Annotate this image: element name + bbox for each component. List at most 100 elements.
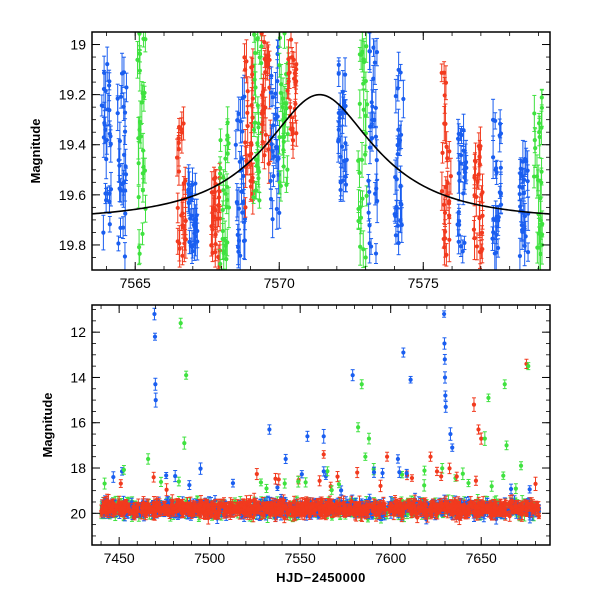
data-point	[132, 508, 137, 520]
outlier-point	[482, 431, 487, 446]
data-point	[156, 500, 162, 516]
data-point	[135, 504, 140, 518]
data-point	[503, 508, 508, 521]
bottom-x-tick-label: 7550	[285, 550, 316, 566]
data-point	[359, 141, 365, 178]
data-point	[104, 139, 109, 180]
data-point	[234, 183, 239, 222]
data-point	[373, 508, 379, 522]
data-point	[355, 467, 360, 479]
data-point	[119, 52, 125, 95]
data-point	[292, 63, 297, 83]
outlier-point	[182, 436, 187, 450]
data-point	[262, 50, 267, 68]
outlier-point	[305, 430, 310, 442]
data-point	[479, 185, 484, 204]
data-point	[281, 112, 287, 137]
data-point	[394, 498, 399, 505]
bottom-y-tick-label: 20	[70, 505, 86, 521]
outlier-point	[502, 379, 507, 390]
data-point	[404, 468, 409, 478]
data-point	[477, 148, 482, 181]
data-point	[256, 107, 261, 148]
outlier-point	[395, 454, 401, 464]
data-point	[185, 501, 190, 511]
outlier-point	[267, 424, 272, 435]
data-point	[373, 88, 378, 127]
outlier-point	[441, 310, 447, 318]
data-point	[296, 475, 301, 488]
data-point	[102, 110, 107, 140]
data-point	[401, 79, 406, 119]
data-point	[472, 184, 477, 207]
data-point	[234, 501, 240, 514]
data-point	[396, 108, 401, 151]
data-point	[476, 508, 481, 518]
data-point	[364, 91, 370, 118]
data-point	[372, 40, 378, 85]
data-point	[251, 122, 257, 137]
data-point	[525, 242, 531, 262]
data-point	[299, 470, 304, 479]
data-point	[294, 119, 299, 147]
data-point	[456, 203, 461, 221]
top-x-tick-label: 7570	[264, 275, 295, 291]
data-point	[364, 32, 369, 63]
outlier-point	[146, 453, 151, 465]
data-point	[399, 470, 405, 479]
data-point	[336, 507, 341, 518]
top-cluster-red	[242, 39, 256, 218]
data-point	[104, 125, 110, 155]
outlier-point	[428, 451, 433, 462]
outlier-point	[359, 379, 364, 390]
data-point	[454, 471, 459, 482]
data-point	[524, 506, 529, 514]
data-point	[270, 88, 276, 107]
data-point	[238, 99, 243, 144]
data-point	[282, 478, 287, 489]
data-point	[171, 504, 176, 512]
data-point	[290, 507, 296, 517]
scatter-points	[102, 462, 532, 497]
data-point	[275, 59, 280, 104]
data-point	[477, 200, 482, 236]
outlier-point	[448, 427, 453, 441]
top-cluster-green	[531, 88, 545, 270]
data-point	[455, 118, 461, 159]
data-point	[466, 478, 471, 488]
data-point	[539, 157, 544, 186]
data-point	[196, 505, 202, 516]
data-point	[368, 238, 374, 255]
data-point	[273, 500, 278, 509]
data-point	[363, 248, 368, 267]
data-point	[255, 32, 260, 54]
data-point	[271, 112, 276, 138]
data-point	[115, 83, 120, 114]
data-point	[492, 499, 497, 515]
data-point	[367, 180, 372, 204]
data-point	[181, 216, 186, 239]
data-point	[456, 229, 461, 255]
data-point	[498, 502, 503, 518]
data-point	[244, 39, 249, 84]
data-point	[349, 495, 354, 507]
top-cluster-red	[259, 32, 273, 184]
data-point	[343, 176, 349, 193]
data-point	[373, 127, 379, 147]
data-point	[161, 501, 166, 513]
data-point	[538, 200, 543, 240]
data-point	[447, 217, 452, 263]
data-point	[245, 106, 250, 147]
outlier-point	[401, 347, 406, 358]
data-point	[490, 98, 496, 141]
data-point	[325, 466, 330, 477]
data-point	[471, 219, 477, 240]
data-point	[290, 116, 295, 146]
data-point	[238, 500, 243, 510]
data-point	[120, 216, 126, 240]
data-point	[111, 471, 116, 483]
bottom-y-tick-label: 14	[70, 369, 86, 385]
data-point	[181, 503, 186, 519]
data-point	[101, 214, 106, 251]
top-cluster-red	[471, 126, 485, 269]
